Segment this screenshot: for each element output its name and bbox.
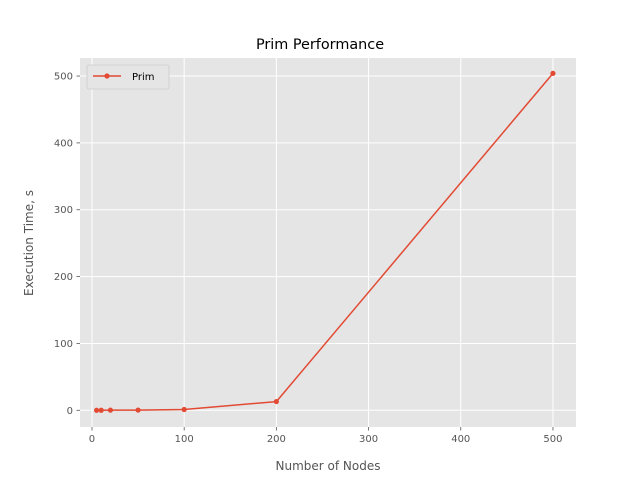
data-point <box>273 398 279 405</box>
legend-box <box>86 64 170 90</box>
data-point <box>93 407 100 413</box>
legend: Prim <box>86 64 170 90</box>
y-tick-label: 300 <box>54 205 73 216</box>
data-point <box>550 70 556 76</box>
chart-title: Prim Performance <box>256 37 384 53</box>
series-layer <box>93 70 556 413</box>
x-axis-label: Number of Nodes <box>276 459 381 473</box>
x-tick-label: 0 <box>89 434 95 445</box>
legend-label-prim: Prim <box>132 72 155 83</box>
grid <box>80 58 576 427</box>
data-point <box>107 407 114 413</box>
data-point <box>98 407 104 413</box>
data-point <box>135 407 141 413</box>
plot-area <box>80 58 576 427</box>
y-tick-label: 0 <box>67 406 73 417</box>
y-tick-label: 400 <box>54 138 73 149</box>
data-point <box>181 406 187 413</box>
y-tick-label: 100 <box>54 339 73 350</box>
x-tick-label: 400 <box>451 434 470 445</box>
x-tick-label: 100 <box>175 434 194 445</box>
y-tick-label: 500 <box>54 72 73 83</box>
x-tick-label: 300 <box>359 434 378 445</box>
y-tick-label: 200 <box>54 272 73 283</box>
x-tick-label: 500 <box>543 434 562 445</box>
x-tick-label: 200 <box>267 434 286 445</box>
ticks: 0 100 200 300 400 500 0 100 200 300 400 500 <box>54 72 563 445</box>
y-axis-label: Execution Time, s <box>22 190 36 296</box>
legend-marker-prim <box>104 73 110 79</box>
